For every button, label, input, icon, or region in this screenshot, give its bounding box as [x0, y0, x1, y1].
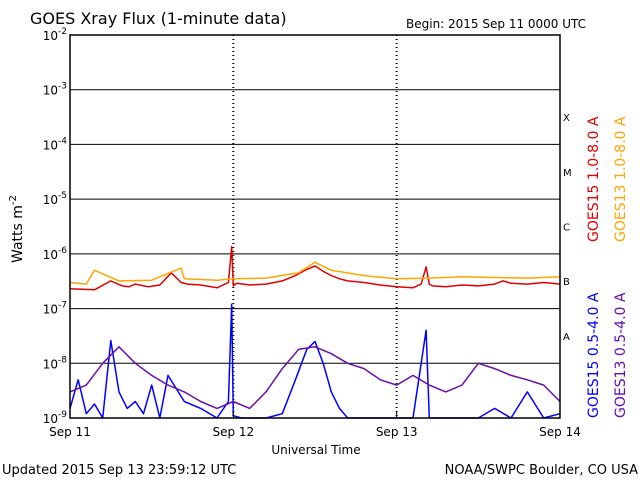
y-tick-base-3: 10 — [43, 193, 58, 207]
legend-label-3: GOES13 0.5-4.0 A — [613, 292, 629, 418]
grid-layer — [70, 34, 560, 419]
updated-time: Updated 2015 Sep 13 23:59:12 UTC — [2, 463, 236, 478]
series-line-0 — [69, 245, 561, 291]
chart-title: GOES Xray Flux (1-minute data) — [30, 9, 287, 28]
svg-text:Watts m-2: Watts m-2 — [8, 195, 26, 263]
series-line-1 — [69, 261, 561, 285]
y-tick-base-7: 10 — [43, 412, 58, 426]
legend-item-2: GOES15 0.5-4.0 A — [586, 292, 602, 418]
credit: NOAA/SWPC Boulder, CO USA — [445, 463, 638, 478]
legend-label-0: GOES15 1.0-8.0 A — [586, 116, 602, 242]
y-tick-label-7: 10-9 — [43, 410, 68, 426]
y-tick-label-4: 10-6 — [43, 246, 68, 262]
legend-item-1: GOES13 1.0-8.0 A — [613, 116, 629, 242]
y-tick-label-5: 10-7 — [43, 301, 67, 317]
legend-item-0: GOES15 1.0-8.0 A — [586, 116, 602, 242]
x-tick-label-0: Sep 11 — [49, 425, 91, 439]
flare-class-x: X — [563, 113, 570, 124]
legend-item-3: GOES13 0.5-4.0 A — [613, 292, 629, 418]
series-line-2 — [69, 303, 561, 419]
legend-label-1: GOES13 1.0-8.0 A — [613, 116, 629, 242]
x-tick-label-1: Sep 12 — [212, 425, 254, 439]
y-tick-base-0: 10 — [43, 29, 58, 43]
legend-label-2: GOES15 0.5-4.0 A — [586, 292, 602, 418]
y-tick-exponent-0: -2 — [58, 27, 67, 37]
y-tick-label-2: 10-4 — [43, 136, 68, 152]
plot-frame — [69, 34, 561, 419]
legend: GOES15 1.0-8.0 A GOES13 1.0-8.0 A GOES15 0… — [586, 116, 629, 418]
y-tick-label-3: 10-5 — [43, 191, 67, 207]
flare-class-c: C — [563, 223, 570, 234]
y-tick-base-5: 10 — [43, 303, 58, 317]
y-tick-label-1: 10-3 — [43, 82, 67, 98]
y-axis-label-group: Watts m-2 — [8, 195, 26, 263]
y-tick-exponent-6: -8 — [58, 355, 67, 365]
y-axis-label: Watts m — [10, 205, 26, 263]
y-tick-label-6: 10-8 — [43, 355, 68, 371]
y-tick-exponent-1: -3 — [58, 82, 67, 92]
x-tick-label-3: Sep 14 — [539, 425, 581, 439]
y-tick-exponent-2: -4 — [58, 136, 67, 146]
begin-time: Begin: 2015 Sep 11 0000 UTC — [406, 17, 586, 31]
y-tick-base-1: 10 — [43, 84, 58, 98]
y-tick-base-4: 10 — [43, 248, 58, 262]
series-layer — [69, 245, 561, 419]
flare-class-b: B — [563, 277, 570, 288]
y-tick-exponent-7: -9 — [58, 410, 67, 420]
series-line-3 — [69, 346, 561, 410]
y-tick-base-6: 10 — [43, 357, 58, 371]
x-axis-label: Universal Time — [271, 443, 360, 457]
y-tick-exponent-3: -5 — [58, 191, 67, 201]
y-axis-label-exponent: -2 — [8, 195, 19, 205]
y-tick-label-0: 10-2 — [43, 27, 67, 43]
y-tick-exponent-4: -6 — [58, 246, 67, 256]
y-tick-base-2: 10 — [43, 138, 58, 152]
flare-class-a: A — [563, 332, 570, 343]
x-tick-label-2: Sep 13 — [376, 425, 418, 439]
y-tick-exponent-5: -7 — [58, 301, 67, 311]
flare-class-m: M — [563, 168, 572, 179]
